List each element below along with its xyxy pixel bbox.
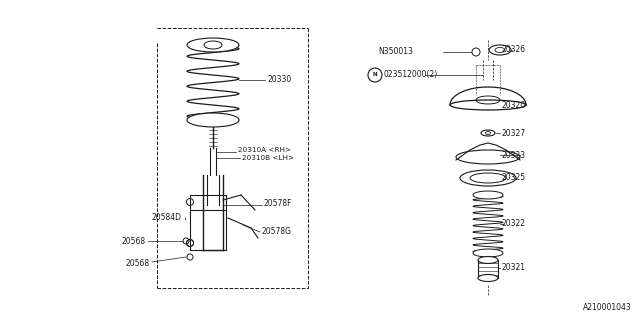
Circle shape xyxy=(368,68,382,82)
Ellipse shape xyxy=(187,113,239,127)
Ellipse shape xyxy=(472,48,480,56)
Ellipse shape xyxy=(473,249,503,257)
Ellipse shape xyxy=(187,38,239,52)
Ellipse shape xyxy=(481,130,495,136)
Text: 023512000(2): 023512000(2) xyxy=(384,70,438,79)
Ellipse shape xyxy=(470,173,506,183)
Ellipse shape xyxy=(478,257,498,263)
Ellipse shape xyxy=(489,45,511,55)
Text: 20310B <LH>: 20310B <LH> xyxy=(242,155,294,161)
Text: 20584D: 20584D xyxy=(152,213,182,222)
Ellipse shape xyxy=(478,275,498,282)
Ellipse shape xyxy=(473,191,503,199)
Text: A210001043: A210001043 xyxy=(583,303,632,312)
Text: 20326: 20326 xyxy=(502,45,526,54)
Text: 20323: 20323 xyxy=(502,150,526,159)
Polygon shape xyxy=(456,143,520,160)
Text: 20310A <RH>: 20310A <RH> xyxy=(238,147,291,153)
Text: 20578G: 20578G xyxy=(262,228,292,236)
Text: 20568: 20568 xyxy=(126,260,150,268)
Ellipse shape xyxy=(450,100,526,110)
Polygon shape xyxy=(450,87,526,105)
Text: 20321: 20321 xyxy=(502,263,526,273)
Ellipse shape xyxy=(460,170,516,186)
Text: N350013: N350013 xyxy=(378,47,413,57)
Text: 20322: 20322 xyxy=(502,220,526,228)
Text: 20568: 20568 xyxy=(122,236,146,245)
Text: 20320: 20320 xyxy=(502,100,526,109)
Text: 20330: 20330 xyxy=(267,76,291,84)
Text: N: N xyxy=(372,73,378,77)
Text: 20578F: 20578F xyxy=(264,198,292,207)
Text: 20325: 20325 xyxy=(502,173,526,182)
Text: 20327: 20327 xyxy=(502,129,526,138)
